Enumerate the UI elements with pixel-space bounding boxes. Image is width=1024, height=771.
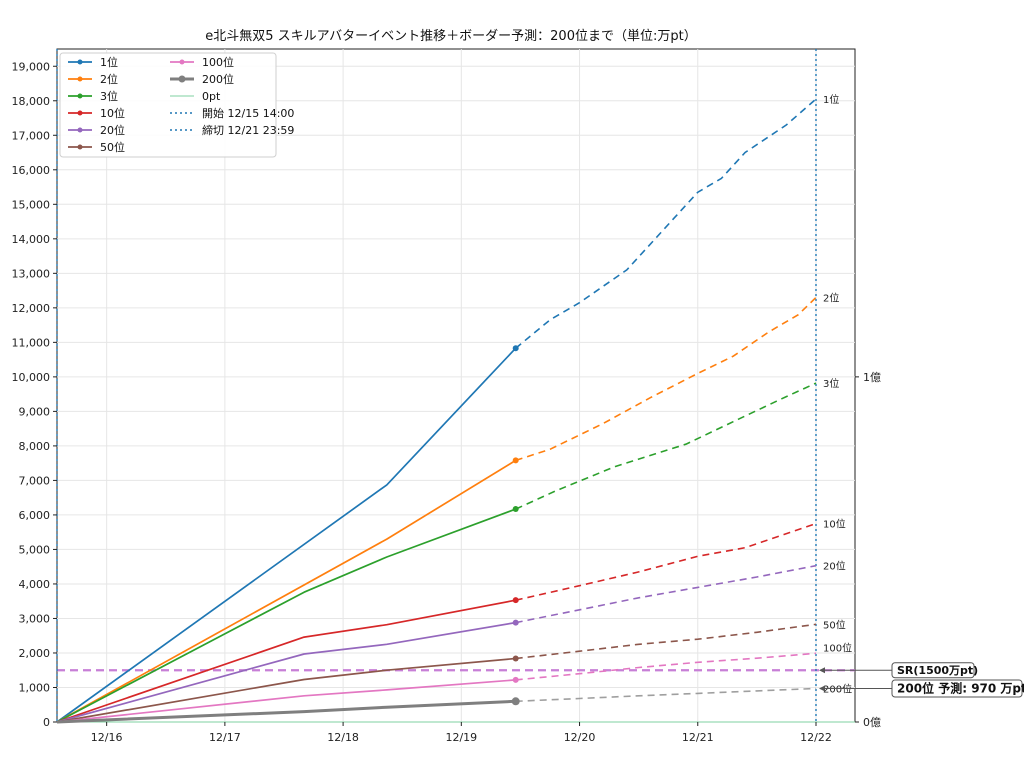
- legend-label: 20位: [100, 123, 125, 137]
- x-tick-label: 12/21: [682, 731, 714, 744]
- right-axis-label: 0億: [863, 716, 881, 729]
- legend-marker: [178, 75, 186, 83]
- legend-marker: [77, 76, 83, 82]
- y-tick-label: 8,000: [19, 440, 51, 453]
- legend-box: [59, 52, 277, 158]
- series-point: [512, 506, 519, 513]
- y-tick-label: 4,000: [19, 578, 51, 591]
- grid: [57, 49, 855, 723]
- series-line-actual: [56, 679, 516, 723]
- y-tick-label: 10,000: [12, 371, 51, 384]
- legend-label: 10位: [100, 106, 125, 120]
- legend-marker: [77, 144, 83, 150]
- annotation-box: [891, 679, 1023, 698]
- y-tick-label: 12,000: [12, 302, 51, 315]
- x-tick-label: 12/20: [564, 731, 596, 744]
- y-tick-label: 19,000: [12, 60, 51, 73]
- series-line-actual: [56, 347, 517, 723]
- legend-marker: [77, 110, 83, 116]
- series-point: [512, 597, 519, 604]
- series-line-forecast: [515, 382, 817, 510]
- series-line-actual: [56, 621, 516, 723]
- y-tick-label: 14,000: [12, 233, 51, 246]
- series-point: [512, 345, 519, 352]
- series-end-label: 2位: [823, 291, 839, 304]
- legend-label: 1位: [100, 55, 118, 69]
- y-tick-label: 15,000: [12, 198, 51, 211]
- series-line-actual: [56, 459, 517, 723]
- annotation-box: [891, 662, 975, 679]
- legend-label: 締切 12/21 23:59: [202, 123, 294, 137]
- y-tick-label: 17,000: [12, 129, 51, 142]
- legend-marker: [77, 59, 83, 65]
- series-line-actual: [56, 599, 516, 723]
- y-tick-label: 0: [43, 716, 50, 729]
- series-line-actual: [56, 657, 516, 723]
- series-end-label: 20位: [823, 560, 846, 573]
- y-tick-label: 6,000: [19, 509, 51, 522]
- legend-label: 0pt: [202, 90, 221, 103]
- legend-label: 200位: [202, 72, 234, 86]
- series-point: [512, 655, 519, 662]
- series-line-forecast: [515, 564, 817, 624]
- x-tick-label: 12/19: [445, 731, 477, 744]
- series-line-actual: [56, 508, 516, 723]
- series-line-actual: [56, 699, 516, 724]
- y-tick-label: 11,000: [12, 336, 51, 349]
- legend: 1位 2位 3位 10位 20位 50位 100位 200位 0pt 開始 12/15 14:00…: [59, 52, 294, 158]
- y-tick-label: 3,000: [19, 612, 51, 625]
- reference-lines: [56, 49, 855, 723]
- annotation-arrowhead: [818, 685, 825, 692]
- series-line-forecast: [515, 98, 817, 349]
- series-point: [511, 697, 520, 706]
- annotation-arrowhead: [818, 667, 825, 674]
- y-tick-label: 9,000: [19, 405, 51, 418]
- series-end-label: 50位: [823, 618, 846, 631]
- series-point: [512, 619, 519, 626]
- annotation-text: SR(1500万pt): [897, 664, 978, 677]
- series-point: [512, 676, 519, 683]
- x-tick-label: 12/16: [91, 731, 123, 744]
- chart-title: e北斗無双5 スキルアバターイベント推移＋ボーダー予測：200位まで（単位:万p…: [205, 28, 696, 44]
- legend-marker: [77, 127, 83, 133]
- series-group: [56, 98, 817, 724]
- y-tick-label: 16,000: [12, 164, 51, 177]
- x-tick-label: 12/22: [800, 731, 832, 744]
- series-line-forecast: [515, 296, 817, 462]
- legend-label: 2位: [100, 72, 118, 86]
- y-tick-label: 7,000: [19, 474, 51, 487]
- series-line-forecast: [515, 687, 817, 703]
- legend-marker: [179, 59, 185, 65]
- series-line-forecast: [515, 623, 817, 660]
- series-end-label: 3位: [823, 377, 839, 390]
- series-line-forecast: [515, 522, 817, 601]
- legend-label: 50位: [100, 140, 125, 154]
- legend-label: 100位: [202, 55, 234, 69]
- y-tick-label: 5,000: [19, 543, 51, 556]
- right-axis-label: 1億: [863, 371, 881, 384]
- legend-label: 3位: [100, 89, 118, 103]
- series-line-forecast: [515, 652, 817, 681]
- annotations: SR(1500万pt) 200位 予測: 970 万pt: [818, 662, 1024, 698]
- x-tick-label: 12/18: [327, 731, 359, 744]
- legend-label: 開始 12/15 14:00: [202, 106, 294, 120]
- y-tick-label: 18,000: [12, 95, 51, 108]
- series-end-label: 1位: [823, 93, 839, 106]
- y-tick-label: 2,000: [19, 647, 51, 660]
- series-point: [512, 457, 519, 464]
- legend-marker: [77, 93, 83, 99]
- x-tick-label: 12/17: [209, 731, 241, 744]
- annotation-text: 200位 予測: 970 万pt: [897, 681, 1024, 696]
- series-end-label: 10位: [823, 518, 846, 531]
- series-end-label: 100位: [823, 641, 852, 654]
- y-tick-label: 13,000: [12, 267, 51, 280]
- y-tick-label: 1,000: [19, 681, 51, 694]
- axes: 0 1,000 2,000 3,000 4,000 5,000 6,000 7,000 8,00…: [12, 60, 882, 744]
